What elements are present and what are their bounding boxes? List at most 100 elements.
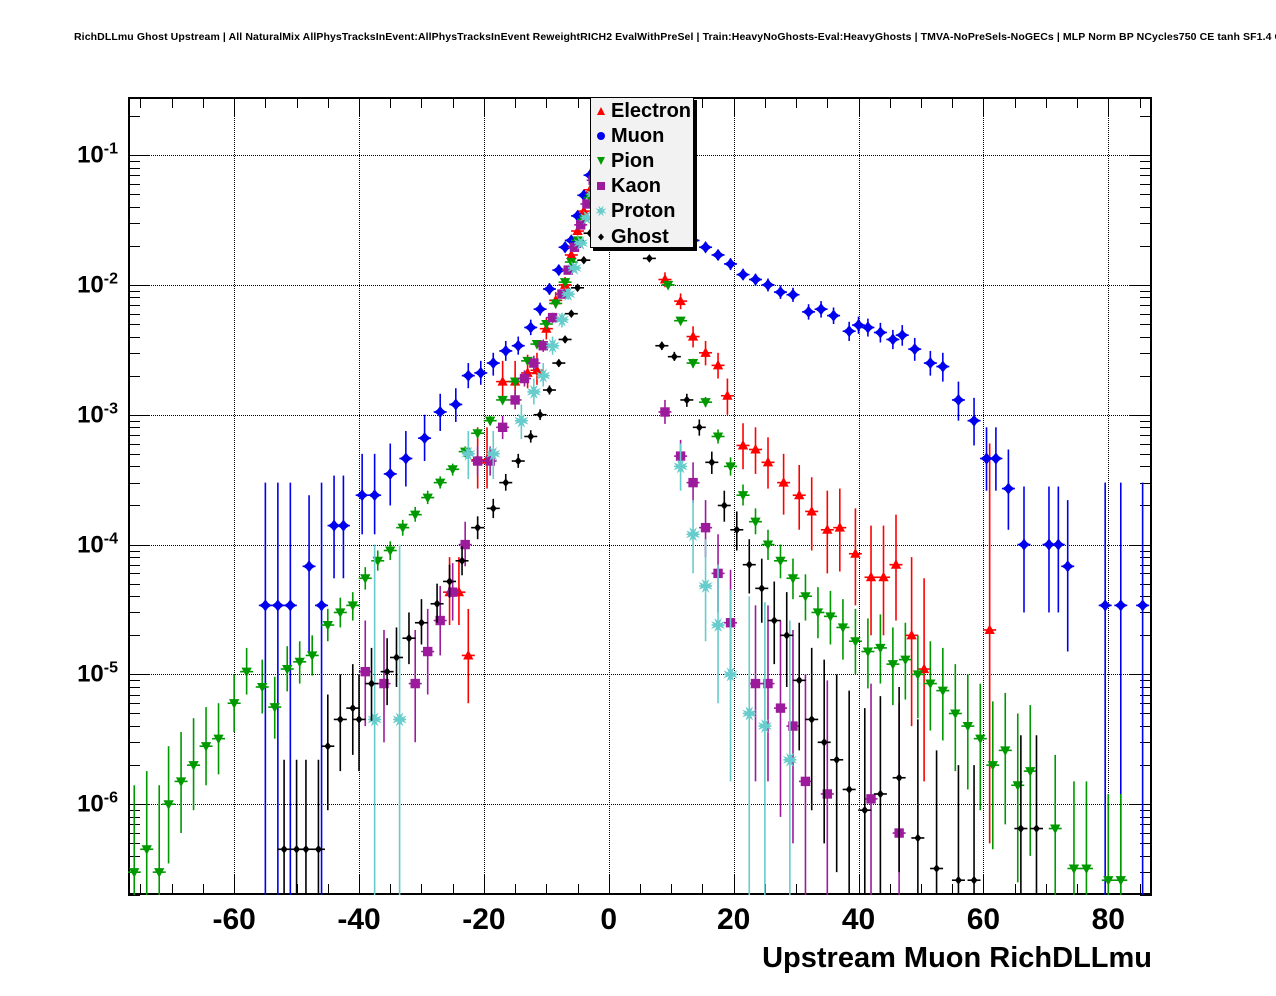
marker-star [367, 712, 382, 727]
marker-circle [271, 599, 285, 612]
axis-tick [128, 804, 150, 806]
axis-tick [128, 765, 140, 767]
x-tick-label: 60 [966, 903, 1001, 936]
legend[interactable]: Electron Muon Pion Kaon Proton Ghost [590, 97, 694, 248]
marker-triangle-down [422, 493, 433, 504]
marker-circle [533, 302, 547, 316]
axis-tick [128, 466, 140, 468]
series-muon [258, 136, 1150, 895]
marker-square [510, 395, 520, 405]
gridline-vertical [733, 97, 735, 895]
axis-tick [1140, 872, 1152, 874]
marker-triangle-down [987, 761, 998, 771]
legend-marker [594, 179, 608, 193]
y-tick-label: 10-6 [77, 789, 118, 818]
marker-triangle-down [550, 299, 561, 310]
marker-diamond [670, 352, 678, 361]
axis-tick [128, 726, 140, 728]
marker-diamond [446, 577, 454, 586]
marker-star [486, 446, 501, 461]
marker-circle [327, 519, 341, 532]
axis-tick [1140, 833, 1152, 835]
axis-tick [1140, 742, 1152, 744]
axis-tick [234, 875, 236, 895]
axis-tick [1140, 557, 1152, 559]
marker-triangle-down [975, 734, 986, 745]
axis-tick [920, 97, 922, 108]
legend-item-kaon[interactable]: Kaon [591, 174, 693, 199]
marker-circle [355, 489, 369, 502]
axis-tick [1140, 336, 1152, 338]
marker-circle [1002, 482, 1015, 495]
axis-tick [608, 875, 610, 895]
marker-circle [284, 599, 297, 612]
legend-item-electron[interactable]: Electron [591, 98, 693, 123]
marker-triangle-down [307, 651, 318, 662]
marker-triangle-up [850, 548, 861, 558]
marker-star [561, 287, 576, 302]
marker-circle [861, 321, 875, 334]
x-tick-label: -60 [212, 903, 256, 936]
marker-triangle-down [675, 316, 686, 327]
axis-tick [1140, 427, 1152, 429]
axis-tick [1139, 884, 1141, 895]
marker-diamond [302, 844, 310, 854]
marker-star [545, 338, 560, 353]
marker-square [538, 341, 548, 351]
axis-tick [128, 155, 150, 157]
axis-tick [1140, 635, 1152, 637]
marker-diamond [933, 864, 941, 873]
marker-diamond [561, 335, 569, 344]
axis-tick [128, 612, 140, 614]
marker-square [410, 678, 420, 689]
axis-tick [858, 875, 860, 895]
legend-item-ghost[interactable]: Ghost [591, 224, 693, 249]
gridline-horizontal [128, 414, 1152, 416]
axis-tick [421, 97, 423, 108]
axis-tick [128, 453, 140, 455]
marker-diamond [695, 423, 703, 432]
marker-circle [499, 344, 512, 358]
marker-triangle-down [662, 280, 674, 291]
axis-tick [702, 884, 704, 895]
marker-circle [368, 489, 381, 502]
diamond-icon [598, 233, 604, 241]
legend-item-pion[interactable]: Pion [591, 148, 693, 173]
marker-circle [543, 282, 556, 296]
axis-tick [1140, 290, 1152, 292]
gridline-horizontal [128, 284, 1152, 286]
axis-tick [128, 284, 150, 286]
axis-tick [128, 245, 140, 247]
marker-diamond [324, 741, 332, 751]
axis-tick [390, 97, 392, 108]
marker-triangle-up [578, 205, 589, 216]
marker-square [423, 646, 433, 657]
axis-tick [577, 884, 579, 895]
marker-triangle-down [900, 655, 911, 666]
marker-circle [302, 560, 316, 573]
marker-circle [874, 326, 887, 339]
axis-tick [1140, 375, 1152, 377]
marker-circle [761, 278, 775, 292]
axis-tick [1140, 466, 1152, 468]
marker-diamond [683, 395, 691, 405]
axis-tick [1140, 443, 1152, 445]
marker-diamond [708, 458, 716, 467]
marker-square [472, 456, 483, 466]
legend-item-proton[interactable]: Proton [591, 199, 693, 224]
axis-tick [128, 482, 140, 484]
axis-tick [128, 434, 140, 436]
marker-circle [399, 452, 413, 465]
marker-square [360, 666, 370, 677]
gridline-horizontal [128, 674, 1152, 676]
axis-tick [128, 635, 140, 637]
axis-tick [359, 97, 361, 117]
marker-triangle-down [787, 574, 799, 584]
marker-diamond [1017, 824, 1025, 833]
y-tick-label: 10-1 [77, 140, 118, 169]
marker-triangle-up [906, 629, 917, 640]
legend-item-muon[interactable]: Muon [591, 123, 693, 148]
marker-triangle-down [175, 777, 187, 787]
marker-diamond [861, 805, 869, 815]
marker-diamond [580, 255, 588, 265]
